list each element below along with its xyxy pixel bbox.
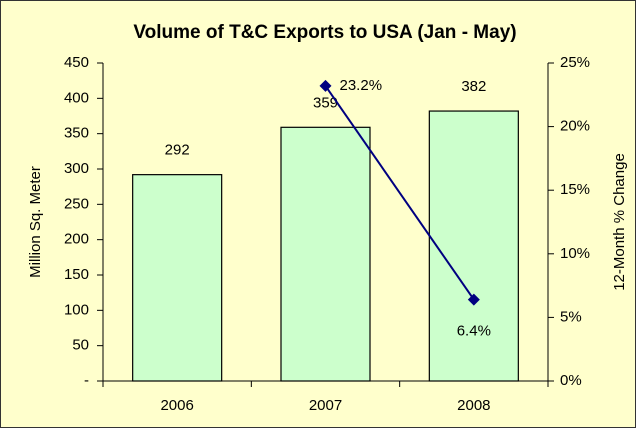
data-label: 6.4%	[457, 323, 491, 340]
y2-axis-label: 12-Month % Change	[611, 153, 628, 291]
data-label: 359	[313, 94, 338, 111]
data-label: 23.2%	[340, 77, 383, 94]
y-tick-label: 50	[72, 337, 89, 354]
y-tick-label: 150	[64, 266, 89, 283]
chart-title: Volume of T&C Exports to USA (Jan - May)	[133, 22, 516, 43]
y2-tick-label: 5%	[560, 308, 582, 325]
y-axis-label: Million Sq. Meter	[27, 166, 44, 278]
y-tick-label: 250	[64, 195, 89, 212]
y-tick-label: 200	[64, 231, 89, 248]
y-tick-label: 450	[64, 54, 89, 71]
line	[324, 85, 475, 301]
y-tick-label: 400	[64, 89, 89, 106]
data-label: 292	[165, 142, 190, 159]
y-tick-label: 350	[64, 125, 89, 142]
bar	[132, 174, 223, 382]
bar	[428, 110, 519, 382]
x-tick-label: 2007	[309, 397, 342, 414]
y2-tick-label: 0%	[560, 372, 582, 389]
marker	[467, 293, 480, 306]
y2-tick-label: 25%	[560, 54, 590, 71]
y2-tick-label: 15%	[560, 181, 590, 198]
x-tick-label: 2006	[160, 397, 193, 414]
x-tick-label: 2008	[457, 397, 490, 414]
marker	[319, 79, 332, 92]
y-tick-label: 100	[64, 301, 89, 318]
y-tick-label: -	[84, 372, 89, 389]
y-tick-label: 300	[64, 160, 89, 177]
bar	[280, 126, 371, 382]
y2-tick-label: 20%	[560, 118, 590, 135]
data-label: 382	[461, 78, 486, 95]
y2-tick-label: 10%	[560, 245, 590, 262]
